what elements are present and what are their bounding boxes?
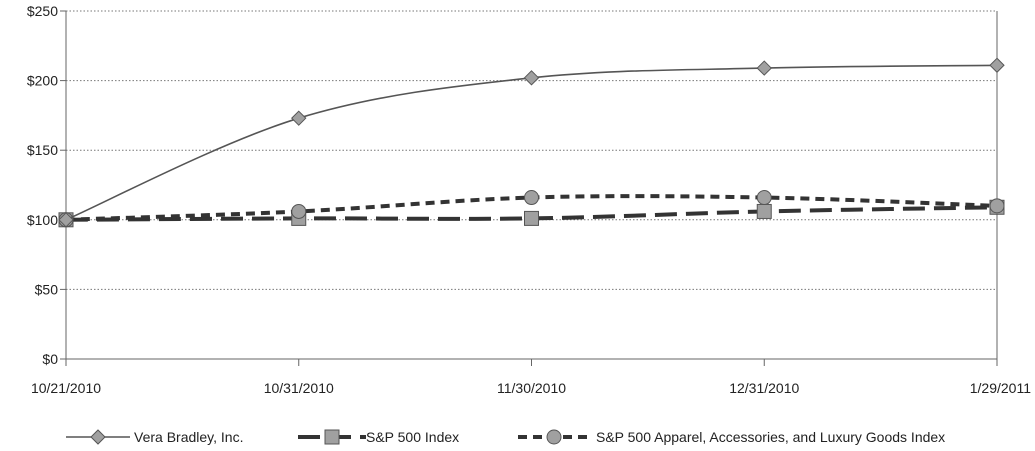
x-tick-label: 12/31/2010 <box>729 380 799 396</box>
x-tick-label: 10/21/2010 <box>31 380 101 396</box>
y-axis-ticks: $0 $50 $100 $150 $200 $250 <box>27 3 66 367</box>
y-tick-label: $250 <box>27 3 58 19</box>
legend-label: S&P 500 Index <box>366 429 459 445</box>
y-tick-label: $150 <box>27 142 58 158</box>
legend-label: S&P 500 Apparel, Accessories, and Luxury… <box>596 429 945 445</box>
series-point <box>756 190 772 206</box>
y-tick-label: $200 <box>27 73 58 89</box>
series-group <box>58 57 1005 228</box>
series-point <box>524 210 539 226</box>
series-point <box>989 57 1005 73</box>
legend: Vera Bradley, Inc. S&P 500 Index S&P 500 A… <box>66 429 945 445</box>
x-axis-ticks: 10/21/2010 10/31/2010 11/30/2010 12/31/2010… <box>31 359 1031 396</box>
legend-label: Vera Bradley, Inc. <box>134 429 243 445</box>
y-tick-label: $50 <box>35 281 59 297</box>
legend-item-2: S&P 500 Apparel, Accessories, and Luxury… <box>518 429 945 445</box>
legend-marker <box>90 429 106 445</box>
series-2 <box>58 190 1005 228</box>
gridlines <box>66 10 997 290</box>
series-point <box>989 198 1005 214</box>
series-point <box>756 203 772 219</box>
series-point <box>291 203 307 219</box>
series-point <box>58 212 74 228</box>
x-tick-label: 1/29/2011 <box>970 380 1031 396</box>
y-tick-label: $100 <box>27 212 58 228</box>
x-tick-label: 11/30/2010 <box>497 380 566 396</box>
legend-marker <box>324 429 340 445</box>
series-point <box>524 190 539 206</box>
y-tick-label: $0 <box>42 351 58 367</box>
axes <box>65 11 998 360</box>
legend-item-1: S&P 500 Index <box>298 429 459 445</box>
series-point <box>291 110 307 126</box>
legend-item-0: Vera Bradley, Inc. <box>66 429 243 445</box>
series-point <box>523 70 540 86</box>
series-0 <box>58 57 1005 228</box>
series-point <box>756 60 772 76</box>
x-tick-label: 10/31/2010 <box>264 380 334 396</box>
legend-marker <box>546 429 562 445</box>
